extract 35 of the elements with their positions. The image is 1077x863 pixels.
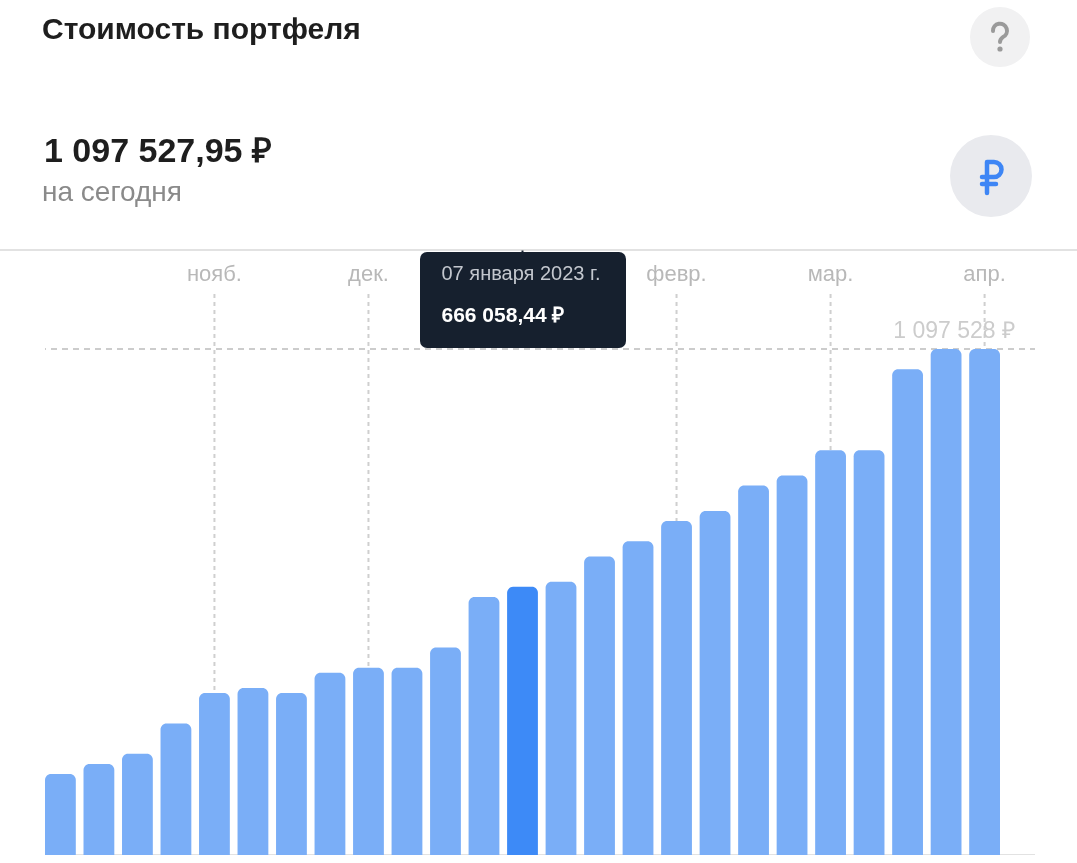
bar <box>199 693 230 855</box>
bar <box>276 693 307 855</box>
bar <box>930 349 962 855</box>
text: на сегодня <box>42 176 182 208</box>
chart-subtitle: 1 097 527,95 ₽ <box>44 130 272 171</box>
bar <box>661 521 692 855</box>
bar <box>83 763 115 855</box>
bar <box>237 688 269 855</box>
text: 666 058,44 ₽ <box>441 302 565 328</box>
x-tick-label: февр. <box>646 261 707 286</box>
bar <box>738 485 769 855</box>
chart-title: Стоимость портфеля <box>42 12 361 46</box>
x-tick-label: мар. <box>807 261 854 286</box>
bar <box>699 510 731 855</box>
bar <box>853 450 885 855</box>
bar <box>776 475 808 855</box>
bar <box>622 541 654 855</box>
bar <box>507 586 538 855</box>
text: 07 января 2023 г. <box>441 262 601 285</box>
bar <box>892 369 923 855</box>
bar <box>430 647 461 855</box>
bar <box>815 450 846 855</box>
bar <box>391 667 423 855</box>
bar <box>160 723 192 855</box>
x-tick-label: апр. <box>963 261 1006 286</box>
bar <box>45 774 76 855</box>
x-tick-label: нояб. <box>186 261 242 286</box>
bar <box>545 581 577 855</box>
bar <box>468 596 500 855</box>
x-tick-label: дек. <box>348 261 389 286</box>
bar <box>314 672 346 855</box>
bar <box>584 556 615 855</box>
bar <box>353 667 384 855</box>
bar <box>122 753 153 855</box>
bar <box>969 349 1000 855</box>
